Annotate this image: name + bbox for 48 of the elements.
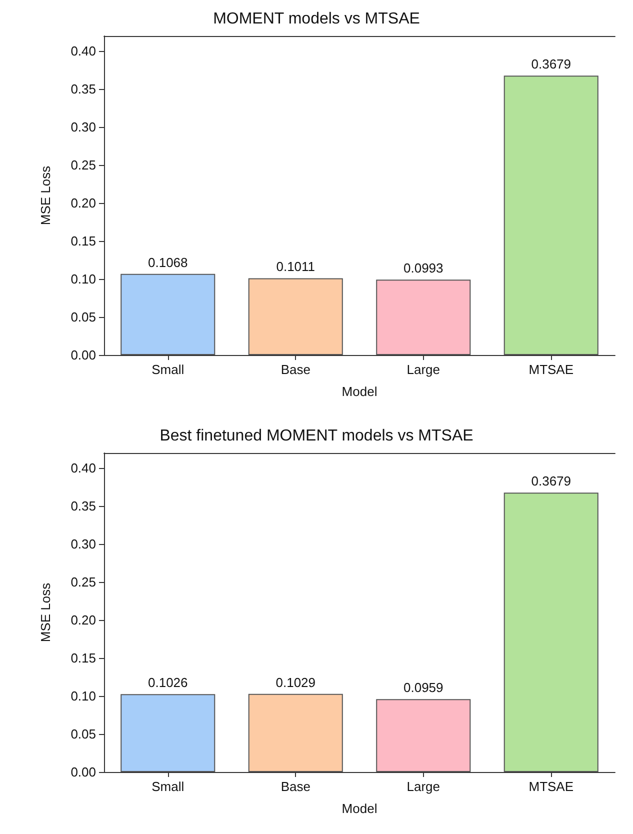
- bar: [376, 699, 471, 772]
- data-label: 0.3679: [531, 56, 572, 72]
- chart-title: Best finetuned MOMENT models vs MTSAE: [160, 428, 474, 444]
- x-tick-label: MTSAE: [528, 362, 574, 377]
- bar: [248, 278, 343, 355]
- bar: [248, 694, 343, 772]
- data-label: 0.1029: [276, 674, 316, 690]
- y-tick-label: 0.40: [70, 460, 96, 476]
- y-tick-label: 0.05: [70, 310, 96, 325]
- y-tick-label: 0.00: [70, 764, 96, 780]
- bar: [504, 492, 598, 772]
- y-tick-label: 0.35: [70, 498, 96, 514]
- x-tick-label: Base: [280, 779, 310, 794]
- x-tick-label: Large: [406, 362, 440, 377]
- y-tick-label: 0.00: [70, 348, 96, 362]
- y-tick-label: 0.40: [70, 44, 96, 59]
- y-tick-label: 0.30: [70, 120, 96, 135]
- y-tick-label: 0.10: [70, 688, 96, 704]
- bar: [504, 76, 598, 355]
- data-label: 0.1011: [276, 259, 316, 274]
- y-axis-title: MSE Loss: [38, 582, 53, 642]
- x-tick-label: Base: [280, 362, 310, 377]
- data-label: 0.1026: [148, 675, 188, 690]
- y-tick-label: 0.20: [70, 196, 96, 211]
- x-tick-label: Large: [406, 779, 440, 794]
- bar: [376, 280, 471, 355]
- x-axis-title: Model: [342, 384, 378, 399]
- data-label: 0.1068: [148, 254, 188, 270]
- chart-title: MOMENT models vs MTSAE: [213, 10, 420, 28]
- y-tick-label: 0.25: [70, 574, 96, 590]
- y-tick-label: 0.15: [70, 234, 96, 249]
- y-tick-label: 0.20: [70, 612, 96, 628]
- bar: [120, 694, 216, 772]
- data-label: 0.3679: [531, 474, 572, 489]
- y-tick-label: 0.10: [70, 272, 96, 287]
- data-label: 0.0993: [403, 260, 444, 276]
- bar: [120, 274, 216, 355]
- y-tick-label: 0.30: [70, 536, 96, 552]
- x-tick-label: Small: [152, 779, 184, 794]
- x-tick-label: Small: [152, 362, 184, 377]
- y-axis-title: MSE Loss: [38, 165, 53, 226]
- y-tick-label: 0.05: [70, 726, 96, 742]
- x-axis-title: Model: [342, 801, 378, 816]
- y-tick-label: 0.35: [70, 82, 96, 97]
- y-tick-label: 0.25: [70, 158, 96, 173]
- y-tick-label: 0.15: [70, 650, 96, 666]
- data-label: 0.0959: [403, 680, 444, 696]
- x-tick-label: MTSAE: [528, 779, 574, 794]
